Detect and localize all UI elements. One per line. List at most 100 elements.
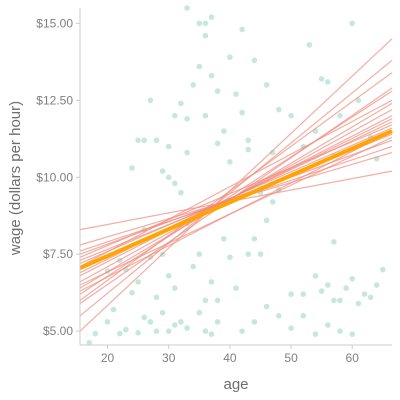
data-point-7 (135, 329, 141, 336)
data-point-70 (129, 165, 135, 171)
x-tick-label-40: 40 (223, 351, 237, 365)
data-point-93 (184, 149, 190, 156)
data-point-101 (318, 76, 325, 82)
data-point-4 (117, 330, 123, 337)
data-point-116 (276, 106, 282, 113)
data-point-2 (104, 319, 111, 325)
data-point-0 (86, 340, 92, 346)
y-tick-label-5: $5.00 (43, 324, 73, 338)
data-point-75 (159, 168, 166, 174)
data-point-31 (190, 263, 196, 270)
data-point-79 (184, 116, 190, 122)
data-point-28 (165, 273, 172, 279)
fit-line (79, 129, 393, 270)
resample-line-16 (79, 99, 393, 268)
data-point-40 (251, 236, 258, 242)
x-tick-label-60: 60 (346, 351, 360, 365)
data-point-110 (202, 20, 209, 27)
data-point-1 (92, 330, 99, 337)
data-point-6 (129, 289, 135, 296)
data-point-57 (373, 282, 380, 288)
data-point-41 (257, 251, 264, 257)
y-tick-label-12.5: $12.50 (36, 93, 73, 107)
data-point-17 (202, 328, 209, 335)
data-point-72 (141, 137, 147, 144)
data-point-95 (214, 140, 221, 147)
data-point-83 (208, 72, 215, 79)
data-point-68 (337, 328, 343, 335)
data-point-117 (288, 112, 294, 119)
data-point-80 (190, 82, 196, 88)
resample-line-14 (79, 72, 393, 301)
data-point-97 (245, 137, 251, 144)
data-point-51 (337, 297, 343, 304)
data-point-71 (135, 137, 141, 144)
data-point-42 (263, 217, 270, 224)
data-point-64 (288, 325, 294, 331)
data-point-14 (178, 319, 184, 325)
data-point-89 (245, 146, 251, 153)
data-point-32 (196, 251, 203, 257)
data-point-54 (355, 300, 362, 307)
data-point-105 (349, 20, 356, 27)
data-point-15 (184, 325, 190, 331)
data-point-11 (159, 309, 166, 316)
data-point-38 (233, 285, 239, 291)
y-tick-label-15: $15.00 (36, 16, 73, 30)
x-axis-title: age (223, 376, 248, 393)
data-point-46 (300, 291, 307, 298)
data-point-59 (331, 239, 337, 245)
y-tick-label-7.5: $7.50 (43, 247, 73, 261)
data-point-48 (318, 288, 325, 294)
data-point-9 (147, 319, 154, 325)
data-point-61 (251, 319, 258, 325)
scatter-points (86, 5, 386, 346)
data-point-5 (123, 326, 129, 333)
data-point-45 (288, 291, 294, 298)
data-point-10 (153, 328, 160, 335)
data-point-47 (312, 273, 319, 279)
data-point-109 (196, 20, 203, 27)
data-point-56 (367, 294, 374, 301)
data-point-111 (208, 14, 215, 20)
data-point-81 (196, 63, 203, 70)
data-point-12 (165, 328, 172, 335)
data-point-114 (251, 57, 258, 64)
data-point-112 (184, 5, 190, 11)
x-tick-label-30: 30 (162, 351, 176, 365)
resample-line-17 (79, 124, 393, 258)
resample-line-13 (79, 59, 393, 317)
data-point-78 (178, 100, 184, 107)
data-point-18 (208, 331, 215, 338)
resample-line-12 (79, 38, 393, 332)
fit-line-group (79, 129, 393, 270)
data-point-74 (153, 137, 160, 144)
data-point-37 (227, 254, 233, 261)
data-point-55 (361, 291, 368, 298)
data-point-43 (269, 199, 276, 205)
tick-labels: 20 30 40 50 60 $5.00 $7.50 $10.00 $12.50 $15.00 (36, 16, 359, 365)
data-point-90 (165, 174, 172, 181)
data-point-33 (202, 297, 209, 304)
x-tick-label-50: 50 (284, 351, 298, 365)
data-point-62 (263, 303, 270, 310)
data-point-77 (172, 112, 178, 119)
data-point-53 (349, 276, 356, 282)
data-point-85 (221, 128, 227, 134)
data-point-58 (380, 266, 386, 273)
data-point-102 (325, 79, 331, 85)
data-point-94 (202, 112, 209, 119)
data-point-91 (172, 180, 178, 187)
x-tick-label-20: 20 (101, 351, 115, 365)
resample-line-1 (79, 90, 393, 295)
data-point-115 (263, 82, 270, 88)
data-point-113 (239, 26, 245, 33)
data-point-92 (178, 189, 184, 196)
data-point-67 (325, 322, 331, 328)
data-point-88 (239, 109, 245, 116)
data-point-26 (153, 294, 160, 301)
data-point-52 (343, 285, 349, 291)
data-point-104 (337, 112, 343, 119)
data-point-8 (141, 314, 147, 321)
